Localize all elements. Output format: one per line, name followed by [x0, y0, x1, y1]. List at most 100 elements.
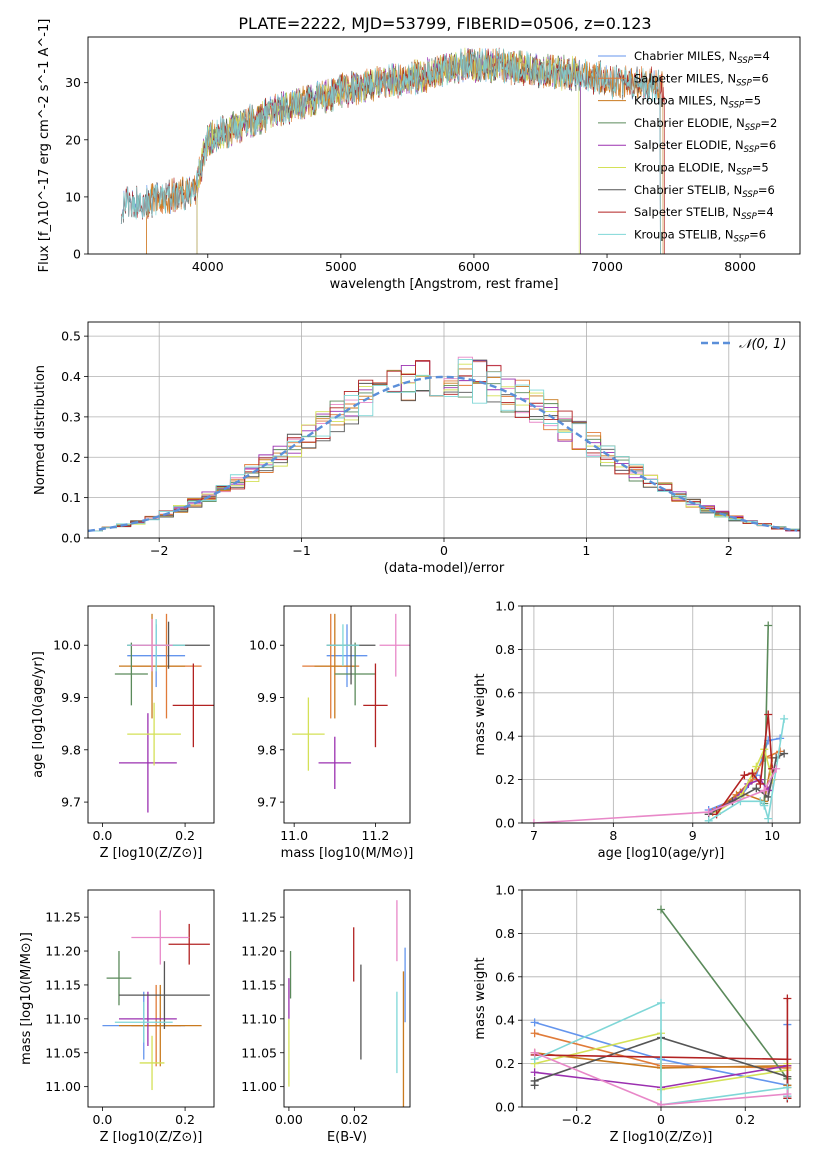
weight-marker	[704, 808, 713, 817]
histogram-step	[88, 358, 800, 532]
plot-area	[288, 900, 406, 1107]
weight-marker	[530, 1076, 539, 1085]
plot-area	[530, 905, 792, 1107]
x-tick-label: −0.2	[562, 1112, 592, 1127]
y-axis-label: Flux [f_λ10^-17 erg cm^-2 s^-1 A^-1]	[37, 19, 52, 273]
x-tick-label: 7	[530, 828, 538, 843]
y-tick-label: 11.00	[45, 1079, 81, 1094]
legend-label: Kroupa STELIB, NSSP=6	[634, 227, 766, 244]
x-tick-label: 2	[725, 543, 733, 558]
panel-residuals: −2 −1 0 1 2 0.0 0.1 0.2 0.3 0.4 0.5 (data-model)/er…	[33, 321, 801, 576]
legend-label: Kroupa ELODIE, NSSP=5	[634, 161, 769, 178]
y-axis-label: age [log10(age/yr)]	[31, 651, 46, 778]
figure-title: PLATE=2222, MJD=53799, FIBERID=0506, z=0…	[238, 14, 651, 33]
x-tick-label: 0.2	[175, 1112, 195, 1127]
weight-marker	[530, 1068, 539, 1077]
y-tick-label: 9.9	[61, 690, 81, 705]
plot-area	[114, 613, 214, 813]
legend-sub: SSP	[736, 168, 752, 178]
spectrum-line	[120, 47, 661, 254]
legend-sub: SSP	[744, 145, 760, 155]
y-tick-label: 11.10	[241, 1011, 277, 1026]
legend-label: Salpeter MILES, NSSP=6	[634, 71, 769, 88]
weight-marker	[783, 1055, 792, 1064]
panel-mass_vs_Z: 0.0 0.2 11.00 11.05 11.10 11.15 11.20 11.25 Z [l…	[19, 889, 215, 1145]
y-axis-label: Normed distribution	[33, 365, 48, 495]
x-tick-label: 1	[582, 543, 590, 558]
y-tick-label: 0.4	[495, 1013, 515, 1028]
y-tick-label: 11.05	[45, 1045, 81, 1060]
x-tick-label: 0.2	[175, 828, 195, 843]
legend-label: Salpeter ELODIE, NSSP=6	[634, 138, 776, 155]
gaussian-curve	[88, 375, 798, 533]
legend-tail: =6	[752, 71, 769, 85]
weight-marker	[764, 710, 773, 719]
x-tick-label: 10	[764, 828, 780, 843]
y-tick-label: 0.2	[495, 772, 515, 787]
y-tick-label: 0.0	[495, 1100, 515, 1115]
y-tick-label: 0.1	[61, 490, 81, 505]
y-tick-label: 0.5	[61, 329, 81, 344]
y-tick-label: 11.15	[45, 977, 81, 992]
legend-sub: SSP	[741, 212, 757, 222]
legend-label: 𝒩(0, 1)	[739, 337, 786, 352]
legend-tail: =4	[753, 49, 770, 63]
x-tick-label: 7000	[591, 259, 623, 274]
weight-marker	[780, 714, 789, 723]
histogram-step	[88, 360, 800, 532]
y-axis-label: mass weight	[473, 673, 488, 755]
y-tick-label: 0.2	[495, 1056, 515, 1071]
x-tick-label: 0.0	[93, 1112, 113, 1127]
panel-age_vs_mass: 11.0 11.2 9.7 9.8 9.9 10.0 mass [log10(M/M⊙)]	[249, 605, 414, 861]
legend-sub: SSP	[742, 190, 758, 200]
y-tick-label: 0.0	[61, 531, 81, 546]
y-tick-label: 9.8	[257, 742, 277, 757]
axes-frame	[283, 605, 411, 824]
x-axis-label: E(B-V)	[327, 1130, 367, 1145]
weight-marker	[748, 769, 757, 778]
y-tick-label: 1.0	[495, 599, 515, 614]
legend-label: Salpeter STELIB, NSSP=4	[634, 205, 774, 222]
y-tick-label: 20	[65, 132, 81, 147]
legend-label: Chabrier ELODIE, NSSP=2	[634, 116, 777, 133]
x-tick-label: 8000	[724, 259, 756, 274]
x-axis-label: (data-model)/error	[384, 561, 505, 576]
x-tick-label: 0.0	[93, 828, 113, 843]
weight-line	[533, 768, 777, 823]
y-tick-label: 10.0	[249, 638, 277, 653]
x-tick-label: 8	[609, 828, 617, 843]
legend-sub: SSP	[745, 123, 761, 133]
weight-marker	[772, 764, 781, 773]
panel-age_vs_Z: 0.0 0.2 9.7 9.8 9.9 10.0 Z [log10(Z/Z⊙)] age [l…	[31, 605, 215, 861]
x-tick-label: 4000	[192, 259, 224, 274]
weight-marker	[760, 801, 769, 810]
legend-label: Chabrier STELIB, NSSP=6	[634, 183, 775, 200]
y-tick-label: 9.9	[257, 690, 277, 705]
legend-sub: SSP	[734, 234, 750, 244]
weight-marker	[529, 819, 538, 823]
weight-marker	[783, 994, 792, 1003]
weight-line	[660, 909, 789, 1088]
legend-sub: SSP	[729, 101, 745, 111]
legend-sub: SSP	[737, 56, 753, 66]
weight-marker	[740, 771, 749, 780]
y-tick-label: 0.4	[495, 729, 515, 744]
x-tick-label: 5000	[325, 259, 357, 274]
weight-marker	[764, 621, 773, 630]
weight-marker	[657, 998, 665, 1007]
weight-marker	[530, 1018, 539, 1027]
axes-frame	[521, 605, 801, 824]
plot-area	[120, 47, 665, 254]
legend-tail: =6	[758, 183, 775, 197]
plot-area	[292, 606, 410, 790]
y-tick-label: 9.7	[257, 795, 277, 810]
x-axis-label: mass [log10(M/M⊙)]	[281, 846, 414, 861]
weight-marker	[756, 779, 765, 788]
y-tick-label: 30	[65, 75, 81, 90]
legend-tail: =4	[757, 205, 774, 219]
legend-tail: =6	[749, 227, 766, 241]
x-axis-label: Z [log10(Z/Z⊙)]	[100, 1130, 203, 1145]
x-tick-label: −2	[150, 543, 168, 558]
